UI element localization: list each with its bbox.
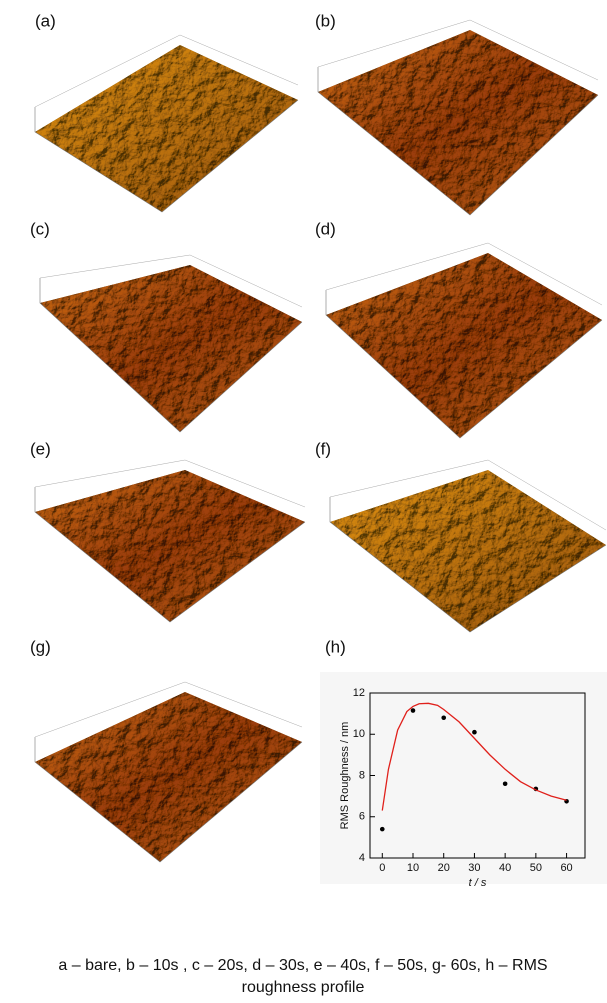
figure: (a) (b) (c) (d) (e) (f) (g) (h) 0 10 20 30 40 50 60 4 6 8… [0,0,607,998]
y-tick-label: 8 [359,769,365,781]
afm-surface-texture [318,30,598,215]
panel-label: (h) [325,637,346,656]
panel-label: (f) [315,439,331,458]
x-axis-label: t / s [469,877,487,889]
data-point [472,730,477,735]
panel-label: (b) [315,11,336,30]
y-tick-label: 6 [359,811,365,823]
y-tick-label: 10 [353,728,365,740]
caption-line: a – bare, b – 10s , c – 20s, d – 30s, e … [58,957,547,974]
y-tick-label: 12 [353,687,365,699]
afm-surface-texture [40,265,302,432]
panel-label: (e) [30,439,51,458]
data-point [411,708,416,713]
data-point [380,827,385,832]
x-tick-label: 30 [468,862,480,874]
panel-label: (g) [30,637,51,656]
data-point [441,715,446,720]
x-tick-label: 60 [560,862,572,874]
afm-surface-texture [326,253,602,438]
x-tick-label: 20 [438,862,450,874]
x-tick-label: 0 [379,862,385,874]
panel-label: (c) [30,219,50,238]
caption-line: roughness profile [242,979,365,996]
x-tick-label: 10 [407,862,419,874]
afm-surface-texture [35,692,302,862]
y-axis-label: RMS Roughness / nm [339,722,351,830]
afm-surface-texture [35,45,298,212]
x-tick-label: 50 [530,862,542,874]
y-tick-label: 4 [359,852,365,864]
afm-surface-texture [35,470,305,622]
x-tick-label: 40 [499,862,511,874]
panel-label: (a) [35,11,56,30]
data-point [503,781,508,786]
afm-surface-texture [330,470,606,632]
panel-label: (d) [315,219,336,238]
